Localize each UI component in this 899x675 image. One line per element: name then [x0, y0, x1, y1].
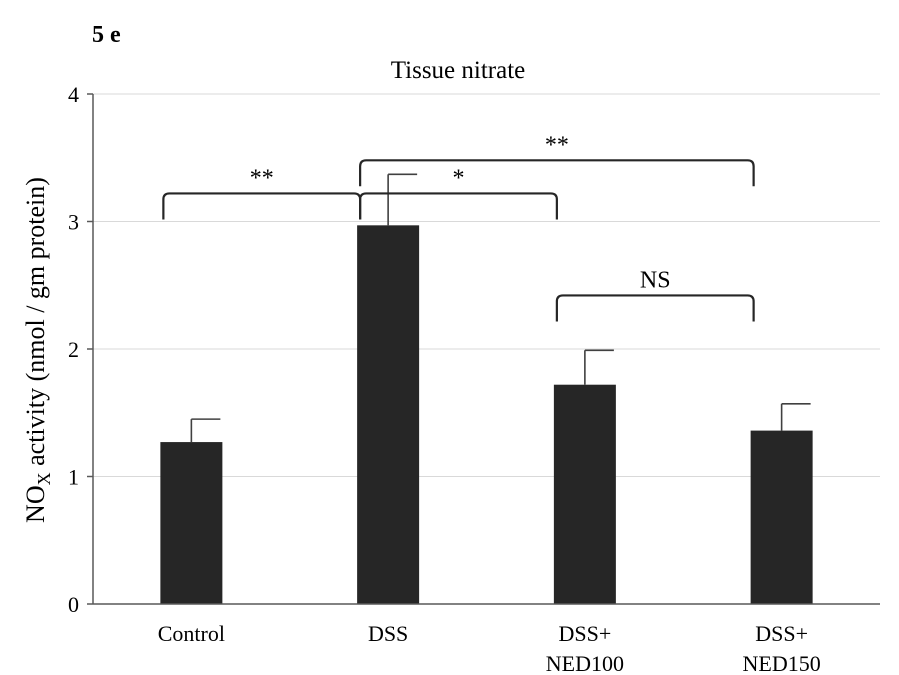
- y-tick-label: 3: [68, 210, 79, 235]
- y-tick-labels: 0 1 2 3 4: [68, 82, 93, 617]
- x-category-label: Control: [158, 621, 225, 646]
- significance-bracket: [555, 294, 755, 322]
- y-axis-title: NOX activity (nmol / gm protein): [21, 177, 54, 523]
- x-category-label: DSS+ NED150: [743, 621, 821, 675]
- x-category-label: DSS: [368, 621, 408, 646]
- y-axis-title-sub: X: [34, 472, 54, 485]
- panel-label: 5 e: [92, 22, 121, 48]
- x-category-labels: Control DSS DSS+ NED100 DSS+ NED150: [158, 621, 821, 675]
- significance-label: **: [250, 165, 274, 191]
- y-tick-label: 2: [68, 337, 79, 362]
- bar: [357, 225, 420, 604]
- significance-label: NS: [640, 267, 671, 293]
- bar: [553, 384, 616, 604]
- significance-bracket: [162, 192, 362, 220]
- y-tick-label: 1: [68, 465, 79, 490]
- significance-brackets: ** ***NS: [162, 132, 755, 322]
- bar: [160, 442, 223, 604]
- significance-bracket: [359, 159, 755, 187]
- y-tick-label: 0: [68, 592, 79, 617]
- chart-title: Tissue nitrate: [391, 57, 526, 84]
- significance-label: **: [545, 132, 569, 158]
- x-category-label: DSS+ NED100: [546, 621, 624, 675]
- y-tick-label: 4: [68, 82, 79, 107]
- significance-bracket: [359, 192, 558, 220]
- significance-label: *: [453, 165, 465, 191]
- y-axis-title-main: NO: [21, 485, 50, 523]
- bar: [750, 430, 813, 604]
- error-bars: [190, 173, 811, 443]
- bars: [160, 225, 813, 604]
- y-axis-title-rest: activity (nmol / gm protein): [21, 177, 50, 472]
- gridlines: [93, 93, 880, 477]
